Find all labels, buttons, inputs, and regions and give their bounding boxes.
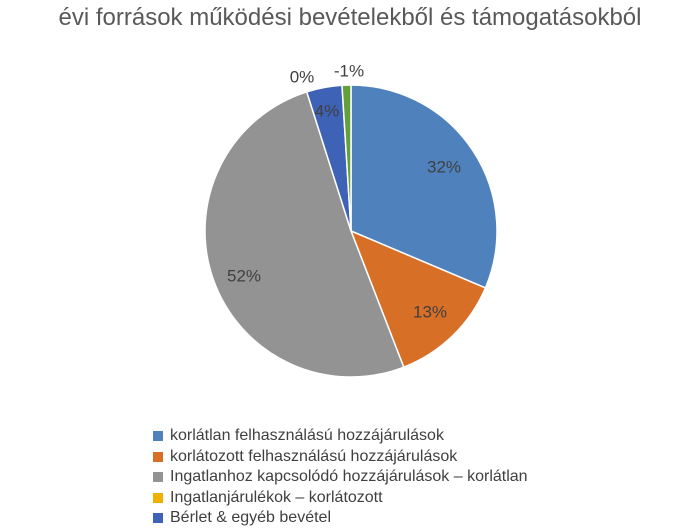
- legend-item-korlatozott: korlátozott felhasználású hozzájárulások: [153, 447, 528, 468]
- legend-swatch: [153, 472, 163, 483]
- pie-slice-korlatozott: [349, 229, 487, 369]
- legend-swatch: [153, 431, 163, 442]
- data-label-berlet: 4%: [315, 101, 340, 120]
- legend-label: korlátlan felhasználású hozzájárulások: [170, 427, 444, 445]
- pie-slice-korlatlan: [350, 84, 498, 289]
- legend-swatch: [153, 492, 163, 503]
- chart-title: évi források működési bevételekből és tá…: [58, 4, 642, 31]
- legend-swatch: [153, 513, 163, 524]
- legend-label: Ingatlanjárulékok – korlátozott: [170, 488, 383, 506]
- data-label-negative: -1%: [334, 61, 364, 80]
- legend-item-berlet: Bérlet & egyéb bevétel: [153, 508, 528, 529]
- data-label-korlatlan: 32%: [427, 157, 461, 176]
- legend-label: Bérlet & egyéb bevétel: [170, 509, 331, 527]
- pie-slices: [204, 84, 498, 378]
- legend-swatch: [153, 451, 163, 462]
- pie-slice-ingatlanhoz: [204, 90, 405, 378]
- pie-slice-negative: [341, 84, 352, 232]
- data-label-ingatlanjarulekok: 0%: [290, 67, 315, 86]
- legend-item-korlatlan: korlátlan felhasználású hozzájárulások: [153, 426, 528, 447]
- pie-data-labels: 32% 13% 52% 0%4% -1%: [227, 61, 461, 321]
- legend-label: Ingatlanhoz kapcsolódó hozzájárulások – …: [170, 468, 528, 486]
- legend-item-ingatlanhoz: Ingatlanhoz kapcsolódó hozzájárulások – …: [153, 467, 528, 488]
- legend-label: korlátozott felhasználású hozzájárulások: [170, 447, 458, 465]
- chart-legend: korlátlan felhasználású hozzájárulások ko…: [153, 426, 528, 529]
- legend-item-ingatlanjarulekok: Ingatlanjárulékok – korlátozott: [153, 488, 528, 509]
- data-label-ingatlanhoz: 52%: [227, 266, 261, 285]
- data-label-korlatozott: 13%: [413, 302, 447, 321]
